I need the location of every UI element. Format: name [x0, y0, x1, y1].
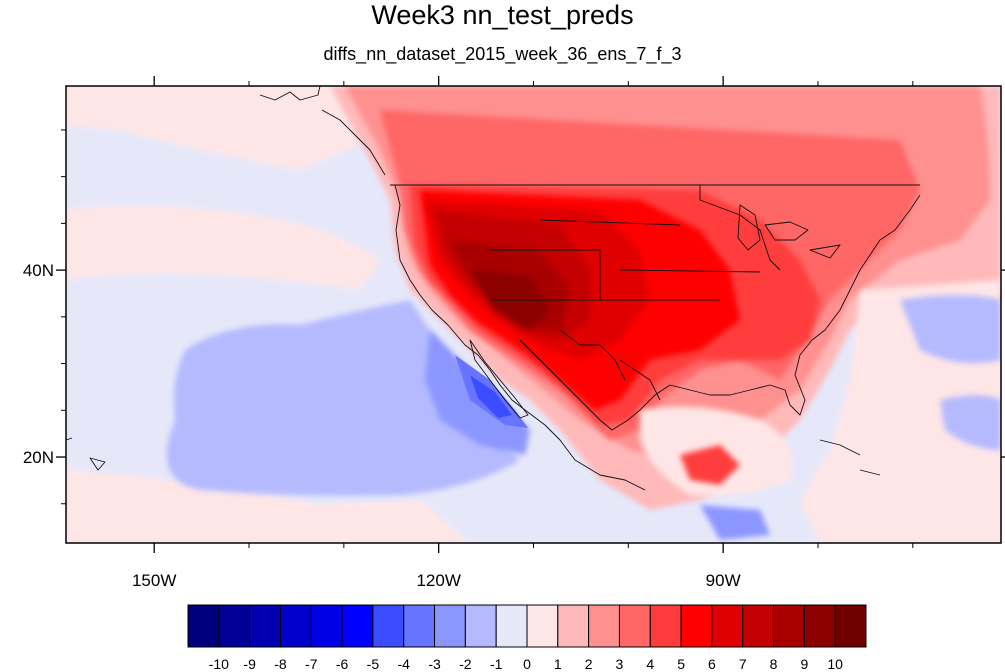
- lat-tick-label: 40N: [23, 261, 54, 280]
- map-subtitle: diffs_nn_dataset_2015_week_36_ens_7_f_3: [323, 44, 682, 64]
- colorbar-box: [711, 604, 744, 648]
- pacific-warm-bands: [66, 86, 470, 543]
- colorbar-label: -6: [336, 656, 349, 672]
- colorbar-label: -2: [459, 656, 472, 672]
- colorbar-label: -7: [305, 656, 318, 672]
- colorbar-label: 8: [770, 656, 778, 672]
- colorbar-label: 6: [708, 656, 716, 672]
- colorbar-label: 10: [827, 656, 843, 672]
- colorbar-box: [526, 604, 559, 648]
- colorbar: -10 -9 -8 -7 -6 -5 -4 -3 -2 -1 0 1 2 3 4 5 6 7 8 9 10: [187, 604, 867, 672]
- colorbar-label: 1: [554, 656, 562, 672]
- colorbar-box: [834, 604, 867, 648]
- colorbar-box: [279, 604, 312, 648]
- colorbar-box: [742, 604, 775, 648]
- colorbar-box: [372, 604, 405, 648]
- lon-tick-label: 120W: [416, 571, 460, 590]
- map-ticks: 150W 120W 90W 40N 20N: [23, 76, 1005, 590]
- colorbar-box: [773, 604, 805, 648]
- colorbar-label: 5: [677, 656, 685, 672]
- colorbar-label: -9: [243, 656, 256, 672]
- colorbar-box: [341, 604, 374, 648]
- colorbar-box: [187, 604, 220, 648]
- colorbar-label: 3: [616, 656, 624, 672]
- colorbar-label: 2: [585, 656, 593, 672]
- colorbar-box: [464, 604, 497, 648]
- pacific-cool-region: [166, 300, 530, 496]
- colorbar-label: -1: [490, 656, 503, 672]
- map-title: Week3 nn_test_preds: [371, 0, 634, 30]
- colorbar-box: [403, 604, 436, 648]
- colorbar-box: [310, 604, 343, 648]
- colorbar-label: 9: [800, 656, 808, 672]
- gulf-tropical-region: [640, 280, 1001, 543]
- colorbar-box: [803, 604, 836, 648]
- colorbar-box: [249, 604, 281, 648]
- colorbar-box: [557, 604, 590, 648]
- lon-tick-label: 90W: [706, 571, 741, 590]
- colorbar-label: 0: [523, 656, 531, 672]
- map-field: [66, 86, 1001, 543]
- colorbar-box: [680, 604, 713, 648]
- coastlines-borders: [66, 86, 921, 491]
- colorbar-label: 4: [646, 656, 654, 672]
- colorbar-label: -10: [209, 656, 229, 672]
- colorbar-box: [588, 604, 620, 648]
- colorbar-box: [495, 604, 528, 648]
- lat-tick-label: 20N: [23, 448, 54, 467]
- colorbar-box: [434, 604, 466, 648]
- colorbar-box: [618, 604, 651, 648]
- colorbar-box: [649, 604, 682, 648]
- lon-tick-label: 150W: [132, 571, 176, 590]
- colorbar-label: -3: [428, 656, 441, 672]
- colorbar-label: 7: [739, 656, 747, 672]
- colorbar-label: -8: [274, 656, 287, 672]
- colorbar-label: -5: [367, 656, 380, 672]
- colorbar-label: -4: [398, 656, 411, 672]
- colorbar-box: [218, 604, 251, 648]
